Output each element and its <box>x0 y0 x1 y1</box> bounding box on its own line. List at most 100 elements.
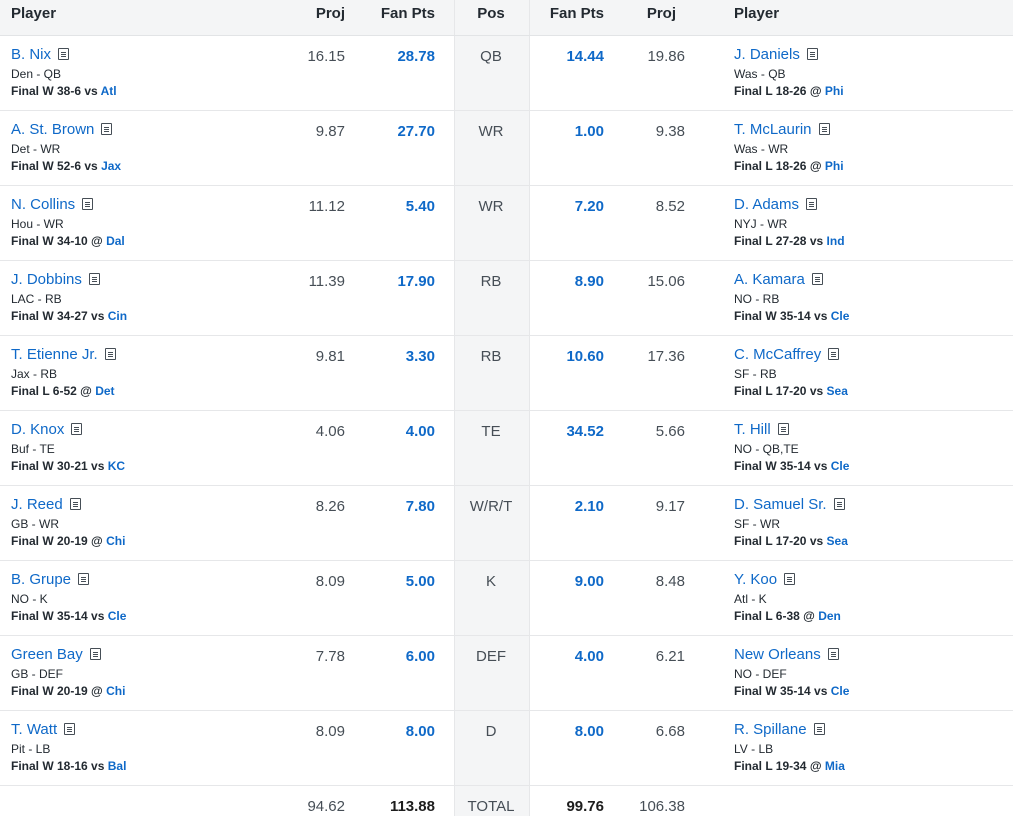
position-label: QB <box>480 48 502 65</box>
player-link[interactable]: D. Knox <box>11 421 65 438</box>
opponent-link[interactable]: Chi <box>106 534 126 548</box>
player-link[interactable]: T. Etienne Jr. <box>11 346 98 363</box>
player-link[interactable]: D. Samuel Sr. <box>734 496 827 513</box>
opponent-link[interactable]: Sea <box>826 534 848 548</box>
player-link[interactable]: T. McLaurin <box>734 121 812 138</box>
note-icon[interactable] <box>811 273 823 285</box>
fanpts-left[interactable]: 4.00 <box>405 423 435 440</box>
fanpts-left[interactable]: 17.90 <box>397 273 435 290</box>
note-icon[interactable] <box>78 573 90 585</box>
game-score: Final L 18-26 <box>734 84 807 98</box>
note-icon[interactable] <box>58 48 70 60</box>
opponent-link[interactable]: Cle <box>830 309 850 323</box>
player-name-right: R. Spillane <box>734 721 825 738</box>
note-icon[interactable] <box>101 123 113 135</box>
note-icon[interactable] <box>833 498 845 510</box>
opponent-link[interactable]: Cle <box>107 609 127 623</box>
opponent-link[interactable]: Cin <box>107 309 128 323</box>
game-score: Final W 38-6 <box>11 84 82 98</box>
player-link[interactable]: J. Dobbins <box>11 271 82 288</box>
fanpts-right[interactable]: 14.44 <box>566 48 604 65</box>
player-link[interactable]: Green Bay <box>11 646 83 663</box>
player-link[interactable]: B. Nix <box>11 46 52 63</box>
opponent-link[interactable]: Cle <box>830 684 850 698</box>
player-link[interactable]: N. Collins <box>11 196 76 213</box>
game-result-right: Final L 19-34 @ Mia <box>734 759 845 773</box>
pos-column-bg <box>454 261 530 335</box>
note-icon[interactable] <box>64 723 76 735</box>
player-link[interactable]: J. Reed <box>11 496 63 513</box>
opponent-link[interactable]: Phi <box>824 159 844 173</box>
fanpts-right[interactable]: 2.10 <box>574 498 604 515</box>
opponent-link[interactable]: Mia <box>824 759 845 773</box>
note-icon[interactable] <box>806 48 818 60</box>
note-icon[interactable] <box>777 423 789 435</box>
player-link[interactable]: T. Hill <box>734 421 771 438</box>
note-icon[interactable] <box>69 498 81 510</box>
game-result-right: Final L 18-26 @ Phi <box>734 159 844 173</box>
note-icon[interactable] <box>71 423 83 435</box>
opponent-link[interactable]: Jax <box>101 159 122 173</box>
opponent-link[interactable]: Dal <box>106 234 125 248</box>
proj-right: 5.66 <box>655 423 685 440</box>
note-icon[interactable] <box>104 348 116 360</box>
fanpts-right[interactable]: 8.00 <box>574 723 604 740</box>
fanpts-left[interactable]: 7.80 <box>405 498 435 515</box>
game-sep: vs <box>809 384 824 398</box>
fanpts-left[interactable]: 6.00 <box>405 648 435 665</box>
player-link[interactable]: J. Daniels <box>734 46 800 63</box>
fanpts-right[interactable]: 8.90 <box>574 273 604 290</box>
opponent-link[interactable]: Sea <box>826 384 848 398</box>
player-link[interactable]: C. McCaffrey <box>734 346 822 363</box>
fanpts-right[interactable]: 9.00 <box>574 573 604 590</box>
player-link[interactable]: New Orleans <box>734 646 821 663</box>
game-sep: vs <box>84 84 98 98</box>
player-team-left: GB - WR <box>11 517 59 531</box>
opponent-link[interactable]: Bal <box>107 759 127 773</box>
player-name-left: J. Reed <box>11 496 81 513</box>
fanpts-right[interactable]: 1.00 <box>574 123 604 140</box>
note-icon[interactable] <box>828 348 840 360</box>
note-icon[interactable] <box>88 273 100 285</box>
player-link[interactable]: Y. Koo <box>734 571 778 588</box>
fanpts-right[interactable]: 10.60 <box>566 348 604 365</box>
player-link[interactable]: R. Spillane <box>734 721 807 738</box>
player-link[interactable]: A. St. Brown <box>11 121 95 138</box>
opponent-link[interactable]: Den <box>818 609 841 623</box>
opponent-link[interactable]: Det <box>95 384 115 398</box>
player-team-right: Was - WR <box>734 142 789 156</box>
player-name-left: N. Collins <box>11 196 94 213</box>
fanpts-left[interactable]: 8.00 <box>405 723 435 740</box>
fanpts-left[interactable]: 28.78 <box>397 48 435 65</box>
fanpts-left[interactable]: 27.70 <box>397 123 435 140</box>
note-icon[interactable] <box>784 573 796 585</box>
table-row: J. Reed GB - WR Final W 20-19 @ Chi 8.26… <box>0 486 1013 561</box>
note-icon[interactable] <box>813 723 825 735</box>
pos-column-bg <box>454 711 530 785</box>
proj-right: 8.52 <box>655 198 685 215</box>
note-icon[interactable] <box>89 648 101 660</box>
player-team-left: Hou - WR <box>11 217 64 231</box>
note-icon[interactable] <box>818 123 830 135</box>
fanpts-right[interactable]: 34.52 <box>566 423 604 440</box>
player-link[interactable]: D. Adams <box>734 196 800 213</box>
player-link[interactable]: A. Kamara <box>734 271 805 288</box>
fanpts-left[interactable]: 5.40 <box>405 198 435 215</box>
opponent-link[interactable]: Chi <box>106 684 126 698</box>
player-link[interactable]: T. Watt <box>11 721 58 738</box>
player-link[interactable]: B. Grupe <box>11 571 72 588</box>
opponent-link[interactable]: KC <box>107 459 126 473</box>
fanpts-left[interactable]: 3.30 <box>405 348 435 365</box>
total-label: TOTAL <box>467 798 515 815</box>
opponent-link[interactable]: Ind <box>826 234 845 248</box>
note-icon[interactable] <box>806 198 818 210</box>
note-icon[interactable] <box>82 198 94 210</box>
game-sep: vs <box>91 309 105 323</box>
fanpts-right[interactable]: 7.20 <box>574 198 604 215</box>
fanpts-right[interactable]: 4.00 <box>574 648 604 665</box>
opponent-link[interactable]: Phi <box>824 84 844 98</box>
fanpts-left[interactable]: 5.00 <box>405 573 435 590</box>
opponent-link[interactable]: Cle <box>830 459 850 473</box>
note-icon[interactable] <box>827 648 839 660</box>
opponent-link[interactable]: Atl <box>100 84 117 98</box>
